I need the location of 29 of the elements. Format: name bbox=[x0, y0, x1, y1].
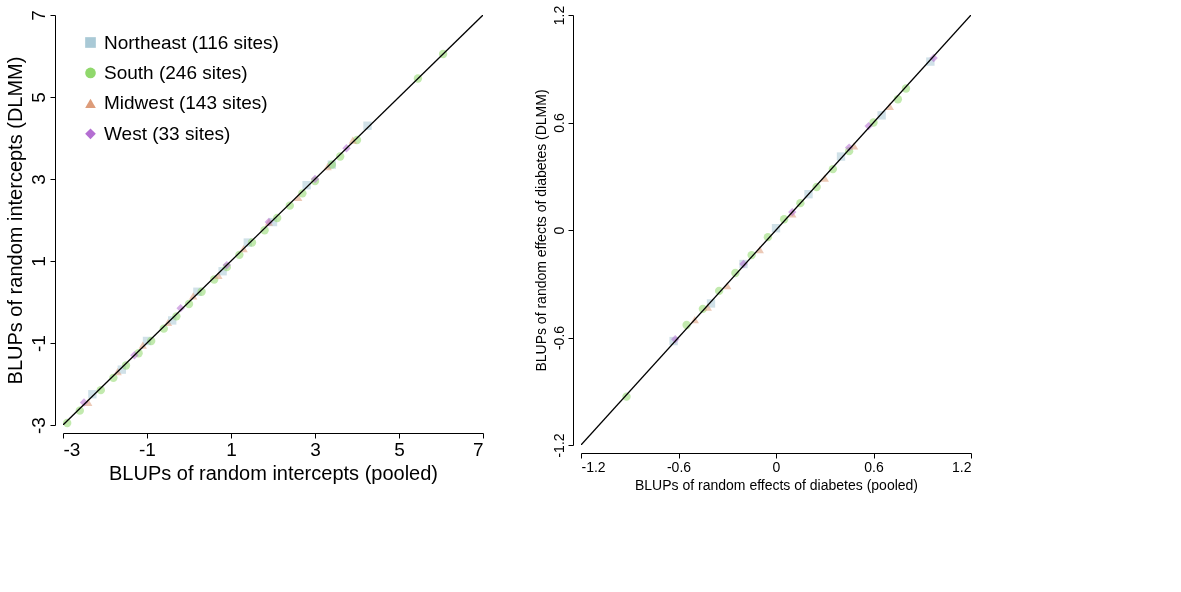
legend-label: Midwest (143 sites) bbox=[104, 92, 268, 114]
x-tick-label: -0.6 bbox=[666, 458, 692, 475]
legend-label: South (246 sites) bbox=[104, 61, 248, 83]
x-axis-title: BLUPs of random effects of diabetes (pooled) bbox=[634, 476, 919, 493]
y-tick-label: 7 bbox=[27, 10, 49, 21]
y-tick-label: 1.2 bbox=[550, 5, 567, 26]
x-tick-label: 5 bbox=[394, 438, 405, 460]
legend-label: Northeast (116 sites) bbox=[104, 31, 279, 53]
x-tick-label: 1 bbox=[226, 438, 237, 460]
x-tick-label: -1 bbox=[139, 438, 156, 460]
y-axis-title: BLUPs of random intercepts (DLMM) bbox=[3, 56, 26, 385]
y-tick-label: 0.6 bbox=[550, 113, 567, 133]
legend-label: West (33 sites) bbox=[104, 122, 231, 144]
x-tick-label: -3 bbox=[63, 438, 81, 460]
y-axis-title: BLUPs of random effects of diabetes (DLMM) bbox=[532, 89, 549, 372]
y-tick-label: -0.6 bbox=[550, 325, 567, 351]
y-tick-label: 3 bbox=[27, 174, 49, 185]
x-tick-label: 1.2 bbox=[952, 458, 972, 475]
y-tick-label: -1 bbox=[27, 335, 49, 352]
y-tick-label: 1 bbox=[27, 256, 49, 267]
x-tick-label: -1.2 bbox=[581, 458, 606, 475]
y-tick-label: 5 bbox=[27, 92, 49, 103]
x-tick-label: 3 bbox=[310, 438, 321, 460]
y-tick-label: -3 bbox=[27, 417, 49, 434]
x-tick-label: 0.6 bbox=[864, 458, 884, 475]
x-tick-label: 0 bbox=[772, 458, 781, 475]
x-tick-label: 7 bbox=[472, 438, 484, 460]
y-tick-label: 0 bbox=[550, 226, 567, 235]
x-axis-title: BLUPs of random intercepts (pooled) bbox=[108, 461, 439, 484]
